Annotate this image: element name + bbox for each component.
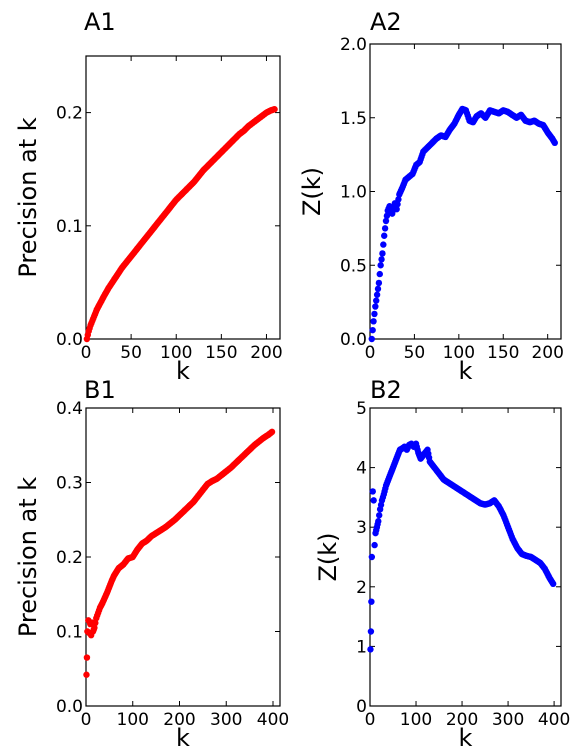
panel-a1-ytick-label: 0.0 — [56, 330, 83, 350]
panel-a2-point — [377, 271, 383, 277]
panel-a2-xtick-label: 200 — [531, 343, 563, 363]
panel-a2-xtick-label: 50 — [404, 343, 426, 363]
panel-b2-ytick-label: 1 — [356, 637, 367, 657]
panel-a2-point — [369, 327, 375, 333]
panel-b1-ytick-label: 0.0 — [56, 697, 83, 717]
panel-a1-points — [84, 106, 278, 342]
panel-a2-point — [376, 280, 382, 286]
panel-b2-ytick-label: 4 — [356, 459, 367, 479]
panel-a2-xtick-label: 150 — [487, 343, 519, 363]
panel-a2-point — [371, 311, 377, 317]
panel-b1-point — [269, 429, 275, 435]
panel-a2-point — [380, 241, 386, 247]
panel-a2-point — [552, 140, 558, 146]
panel-b1-ytick-label: 0.4 — [56, 399, 83, 419]
panel-b1-xlabel: k — [176, 724, 190, 748]
panel-a2-point — [382, 225, 388, 231]
panel-b1-xtick-label: 400 — [257, 710, 289, 730]
panel-b2-points — [367, 441, 556, 653]
panel-b2-title: B2 — [370, 376, 402, 404]
panel-b2-point — [370, 497, 376, 503]
panel-b1-xtick-label: 300 — [210, 710, 242, 730]
panel-b2-xlabel: k — [459, 724, 473, 748]
panel-b1-points — [83, 429, 275, 678]
panel-a2-point — [378, 256, 384, 262]
panel-a2-point — [373, 297, 379, 303]
panel-b2-point — [370, 488, 376, 494]
panel-a1-xtick-label: 150 — [205, 343, 237, 363]
panel-a2-point — [370, 318, 376, 324]
panel-b2-point — [367, 646, 373, 652]
panel-b2-point — [375, 518, 381, 524]
panel-a2-point — [375, 286, 381, 292]
panel-b1-ytick-label: 0.2 — [56, 548, 83, 568]
panel-a2-point — [374, 292, 380, 298]
panel-b2-point — [368, 628, 374, 634]
panel-b1-point — [83, 672, 89, 678]
panel-b2-ylabel: Z(k) — [314, 532, 342, 581]
panel-a2-ytick-label: 1.5 — [340, 109, 367, 129]
panel-a2-point — [369, 336, 375, 342]
panel-b2-point — [368, 599, 374, 605]
panel-b2-ytick-label: 0 — [356, 697, 367, 717]
panel-b1-ytick-label: 0.1 — [56, 623, 83, 643]
panel-a2-point — [372, 303, 378, 309]
panel-b2-xtick-label: 400 — [538, 710, 570, 730]
panel-b2-point — [550, 581, 556, 587]
panel-a2-ytick-label: 1.0 — [340, 183, 367, 203]
panel-a2-ytick-label: 0.0 — [340, 330, 367, 350]
panel-a2-point — [379, 250, 385, 256]
panel-b2-xtick-label: 300 — [492, 710, 524, 730]
panel-b1-ytick-label: 0.3 — [56, 474, 83, 494]
panel-a1-point — [271, 106, 277, 112]
panel-a1-title: A1 — [84, 8, 116, 36]
panel-a1-ytick-label: 0.2 — [56, 104, 83, 124]
panel-b2-xtick-label: 100 — [400, 710, 432, 730]
panel-b2-point — [371, 542, 377, 548]
panel-b1-ylabel: Precision at k — [14, 477, 42, 637]
panel-a1-xtick-label: 200 — [250, 343, 282, 363]
panel-b1-title: B1 — [84, 376, 116, 404]
panel-b1-xtick-label: 100 — [117, 710, 149, 730]
panel-a1-xlabel: k — [176, 357, 190, 385]
panel-b1-point — [84, 654, 90, 660]
panel-a2-xlabel: k — [459, 357, 473, 385]
panel-a1-ytick-label: 0.1 — [56, 217, 83, 237]
panel-a2-ytick-label: 0.5 — [340, 256, 367, 276]
panel-b1: B10 100 200 300 4000.00.10.20.30.4kPrecision… — [14, 376, 289, 748]
panel-b2-ytick-label: 2 — [356, 578, 367, 598]
panel-a2-point — [377, 262, 383, 268]
panel-a2-ytick-label: 2.0 — [340, 35, 367, 55]
panel-a1-ylabel: Precision at k — [14, 117, 42, 277]
panel-b2-ytick-label: 5 — [356, 399, 367, 419]
panel-a2-point — [381, 233, 387, 239]
panel-b2-point — [376, 512, 382, 518]
panel-b2-point — [369, 554, 375, 560]
panel-a1-xtick-label: 50 — [120, 343, 142, 363]
panel-a2-title: A2 — [370, 8, 402, 36]
panel-a2-ylabel: Z(k) — [298, 167, 326, 216]
panel-a2-points — [369, 106, 558, 342]
panel-b2-ytick-label: 3 — [356, 518, 367, 538]
